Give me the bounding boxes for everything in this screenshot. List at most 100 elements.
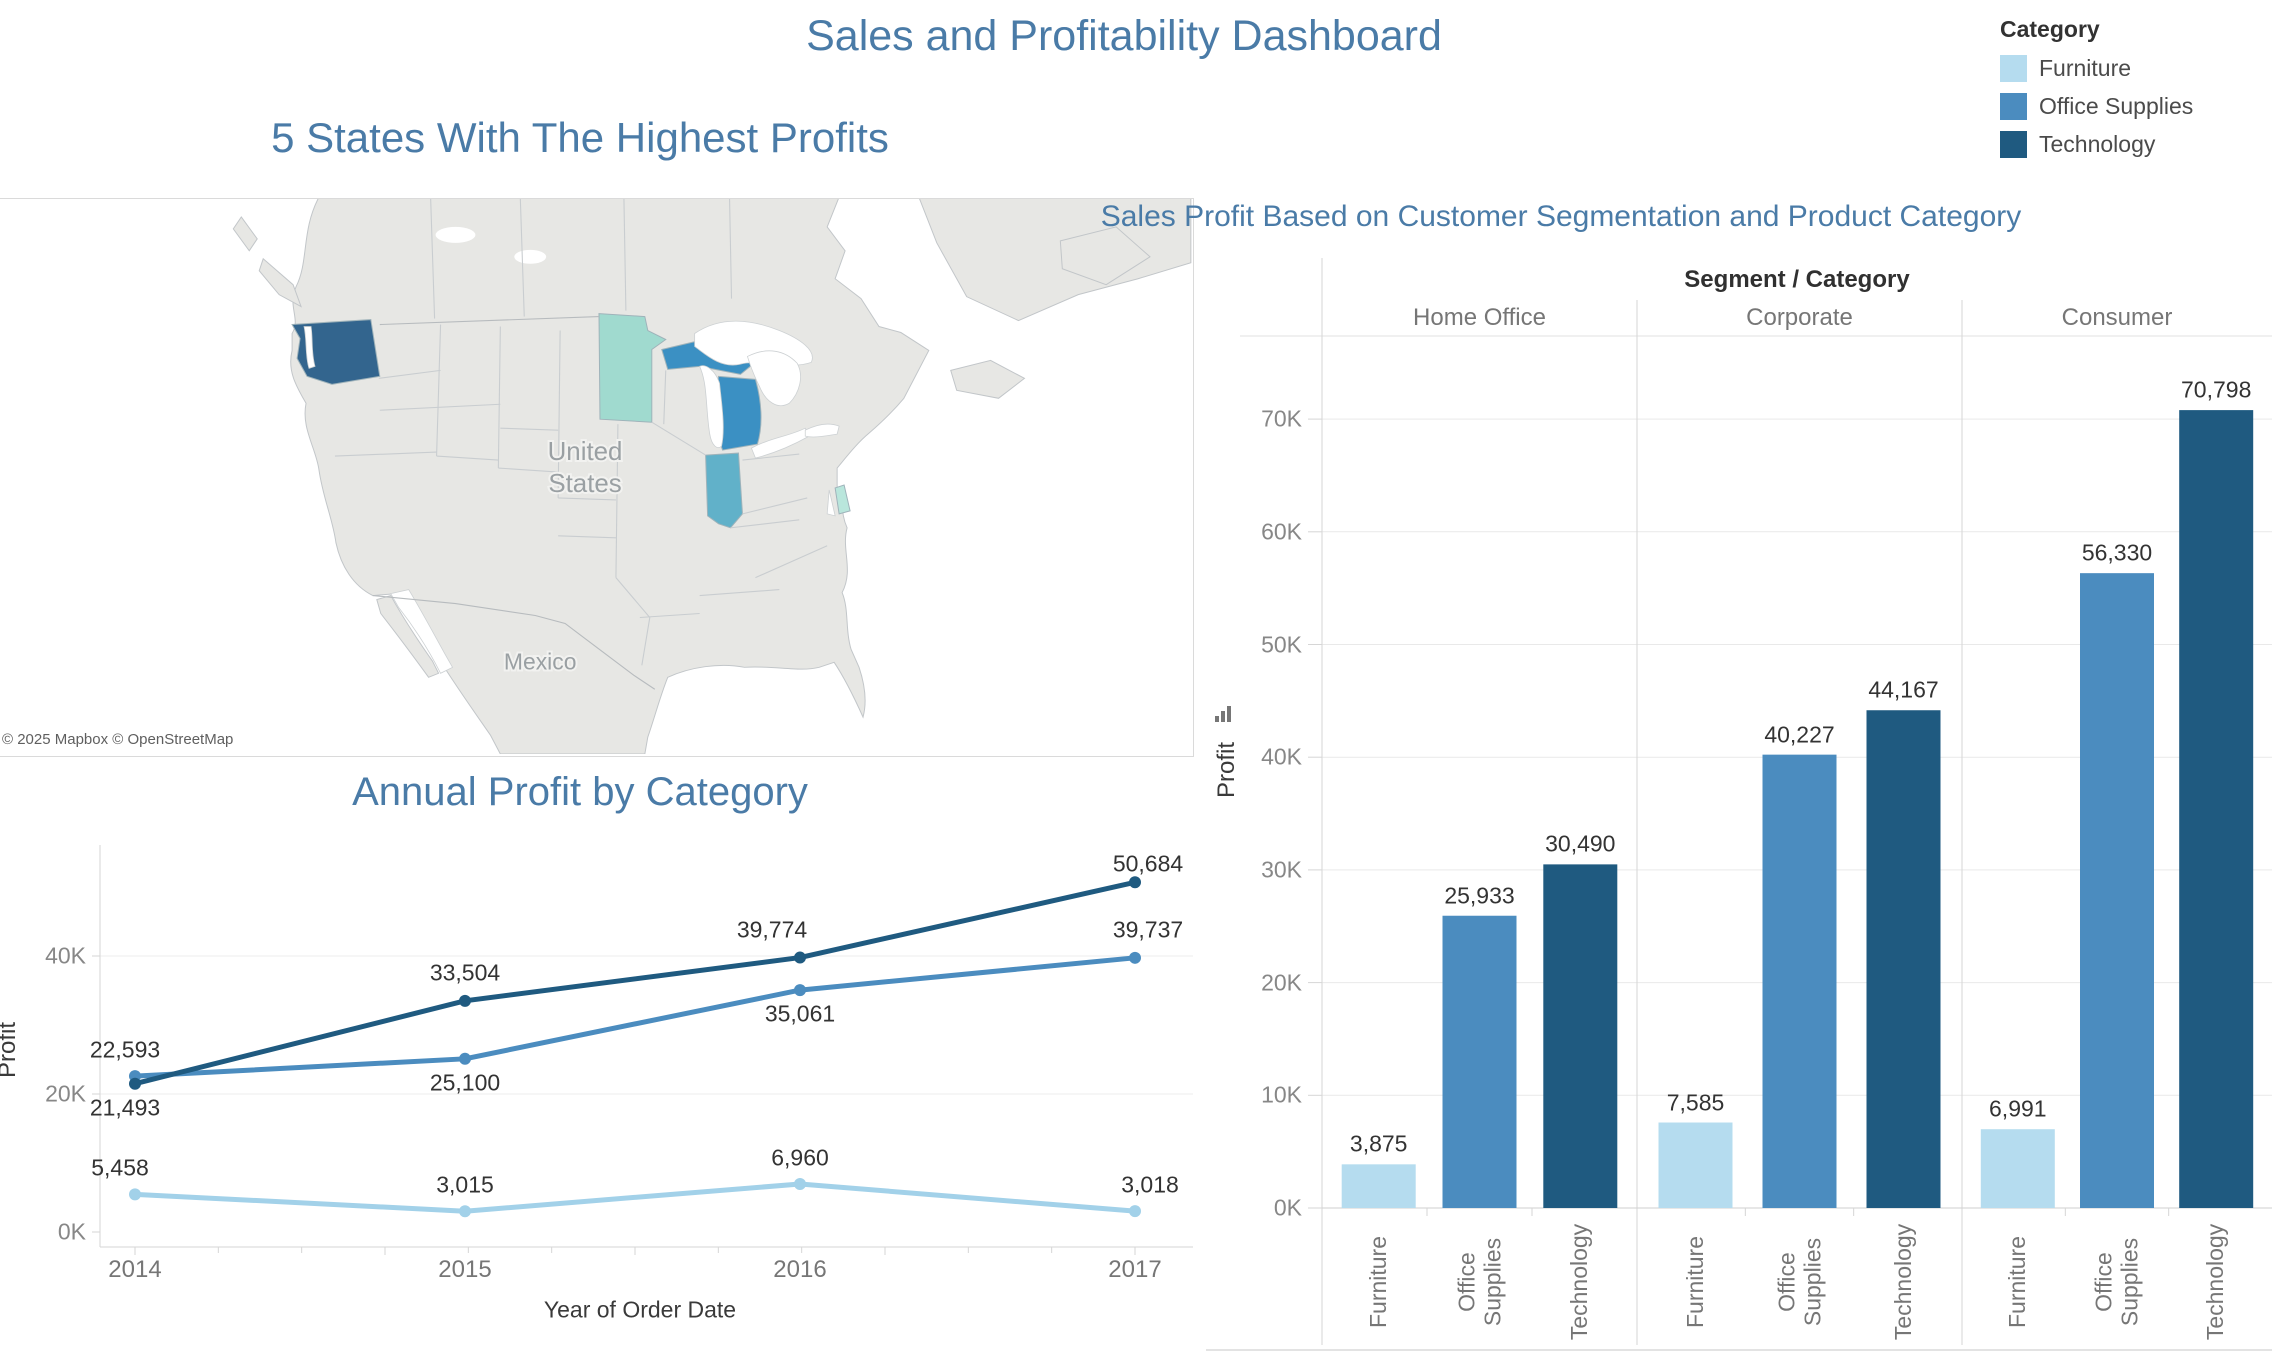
map-borders [334,199,828,690]
lake-ontario [804,423,840,438]
mexico-label: Mexico [504,648,577,674]
line-point[interactable] [129,1070,141,1083]
line-point[interactable] [794,1177,806,1190]
bar-value-label: 70,798 [2181,376,2252,403]
state-border-line [615,577,651,666]
category-legend: Category Furniture Office Supplies Technol… [2000,16,2260,169]
bar-consumer-technology[interactable] [2179,410,2254,1208]
legend-item-office-supplies[interactable]: Office Supplies [2000,93,2260,120]
bar-y-tick-label: 40K [1261,743,1302,770]
state-border-line [755,545,828,579]
state-border-line [558,535,616,539]
state-indiana[interactable] [705,452,743,529]
puget-sound [303,326,316,369]
state-border-line [372,595,656,690]
line-point[interactable] [794,951,806,964]
legend-title: Category [2000,16,2100,42]
legend-swatch-furniture [2000,55,2027,82]
line-value-label: 22,593 [89,1036,161,1063]
year-tick-label: 2014 [108,1256,162,1283]
bar-y-tick-label: 20K [1261,969,1302,996]
map-region-labels: United States Mexico [502,436,625,676]
state-border-line [639,612,700,619]
bar-chart-column-header: Segment / Category [1684,266,1910,293]
bar-home-office-furniture[interactable] [1341,1164,1416,1208]
state-washington[interactable] [291,319,381,385]
bar-consumer-furniture[interactable] [1980,1129,2055,1208]
bar-value-label: 3,875 [1349,1130,1408,1157]
state-border-line [379,316,600,326]
line-value-label: 35,061 [764,1000,836,1027]
line-point[interactable] [459,1205,471,1218]
bar-corporate-technology[interactable] [1866,710,1941,1208]
segment-header-consumer: Consumer [2061,304,2173,331]
state-border-line [729,199,733,299]
bar-category-label: Office Supplies [1452,1237,1505,1327]
canadian-lake [514,249,547,264]
bar-y-tick-label: 60K [1261,518,1302,545]
map-highlighted-states [291,313,851,529]
us-map-canvas: United States Mexico [232,199,1192,754]
line-point[interactable] [459,994,471,1007]
state-border-line [430,199,436,319]
united-states-label: United States [548,438,623,498]
bar-category-label: Furniture [1681,1235,1708,1329]
line-point[interactable] [459,1052,471,1065]
state-border-line [378,369,441,379]
bar-chart-y-axis-label: Profit [1213,741,1240,799]
gulf-of-california [390,589,454,674]
state-border-line [519,199,525,317]
baja-peninsula [376,594,440,678]
year-tick-label: 2015 [438,1256,492,1283]
bar-category-label: Technology [1566,1223,1593,1341]
legend-item-label: Technology [2039,131,2156,157]
line-point[interactable] [1129,876,1141,889]
state-border-line [557,330,561,498]
bar-home-office-office-supplies[interactable] [1442,915,1517,1208]
year-tick-label: 2016 [773,1256,827,1283]
bar-category-label: Technology [2202,1223,2229,1341]
bar-corporate-office-supplies[interactable] [1762,754,1837,1208]
bar-corporate-furniture[interactable] [1658,1122,1733,1208]
bar-category-label: Office Supplies [1772,1237,1825,1327]
line-value-label: 39,774 [736,916,808,943]
bar-home-office-technology[interactable] [1543,864,1618,1208]
line-point[interactable] [129,1077,141,1090]
state-minnesota[interactable] [598,313,667,423]
state-border-line [498,467,559,473]
line-point[interactable] [1129,1205,1141,1218]
legend-item-technology[interactable]: Technology [2000,131,2260,158]
bar-chart-title: Sales Profit Based on Customer Segmentat… [1100,200,2022,233]
legend-items: Furniture Office Supplies Technology [2000,55,2260,158]
year-tick-label: 2017 [1108,1256,1162,1283]
chesapeake-bay [826,489,836,517]
line-point[interactable] [1129,951,1141,964]
line-value-label: 3,015 [436,1171,494,1198]
segment-header-corporate: Corporate [1746,304,1853,331]
bar-value-label: 7,585 [1666,1089,1725,1116]
profit-map-panel: United States Mexico © 2025 Mapbox © OpenS… [0,198,1194,757]
legend-item-furniture[interactable]: Furniture [2000,55,2260,82]
state-delaware[interactable] [834,484,851,515]
state-border-line [651,421,706,456]
bar-consumer-office-supplies[interactable] [2080,573,2154,1208]
state-border-line [334,451,437,457]
line-value-label: 39,737 [1112,916,1184,943]
line-point[interactable] [129,1188,141,1201]
bar-value-label: 40,227 [1764,721,1835,748]
state-border-line [497,326,501,469]
line-value-label: 33,504 [429,959,501,986]
legend-item-label: Office Supplies [2039,93,2194,119]
sort-ascending-icon[interactable] [1215,704,1237,722]
quebec-labrador [919,199,1192,322]
legend-item-label: Furniture [2039,55,2132,81]
vancouver-island [258,257,302,308]
state-border-line [500,427,559,431]
line-chart-x-axis-label: Year of Order Date [543,1296,737,1323]
line-chart-y-axis-label: Profit [0,1021,21,1079]
line-point[interactable] [794,984,806,997]
bar-y-tick-label: 70K [1261,405,1302,432]
state-border-line [379,403,501,411]
state-border-line [436,324,442,457]
canadian-lake [435,226,476,243]
